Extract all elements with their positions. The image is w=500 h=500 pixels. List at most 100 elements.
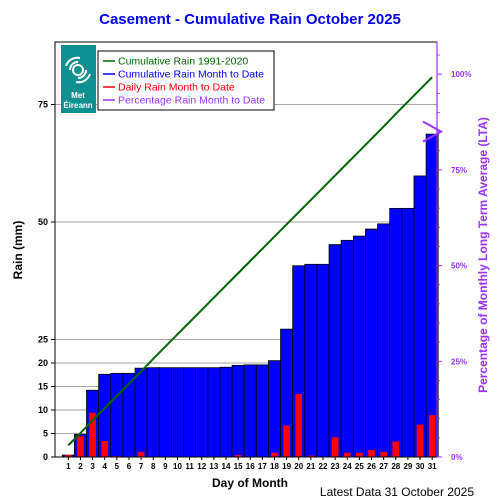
daily-bar: [283, 425, 290, 457]
y2-tick-label: 75%: [451, 166, 467, 175]
cumulative-bar: [183, 367, 197, 458]
x-tick-label: 5: [115, 462, 120, 471]
cumulative-bar: [401, 207, 415, 458]
cumulative-bar: [158, 367, 172, 458]
x-tick-label: 8: [151, 462, 156, 471]
x-tick-label: 22: [319, 462, 328, 471]
latest-data-footer: Latest Data 31 October 2025: [320, 485, 474, 499]
cumulative-bar: [268, 360, 281, 458]
x-axis-label: Day of Month: [212, 476, 288, 490]
percentage-marker-arrow: [422, 120, 444, 143]
logo-text-eireann: Éireann: [63, 101, 92, 110]
daily-bar: [307, 455, 315, 457]
x-axis-ticks: 1 2 3 4 5 6 7 8 9 10 11 12 13 14 15 16 17 18 19 20 21 22 23 24 2…: [66, 457, 437, 471]
x-tick-label: 31: [428, 462, 437, 471]
x-tick-label: 14: [222, 462, 231, 471]
legend-item-cumulative: Cumulative Rain Month to Date: [118, 69, 264, 81]
logo-text-met: Met: [71, 91, 85, 100]
x-tick-label: 25: [355, 462, 364, 471]
x-tick-label: 28: [391, 462, 400, 471]
cumulative-bar: [389, 207, 403, 458]
y-tick-label: 5: [43, 429, 48, 439]
x-tick-label: 9: [163, 462, 168, 471]
legend-item-daily: Daily Rain Month to Date: [118, 82, 235, 94]
cumulative-bar: [243, 364, 257, 458]
daily-bar: [65, 455, 72, 457]
legend-item-percentage: Percentage Rain Month to Date: [118, 95, 265, 107]
daily-bar: [234, 455, 242, 457]
x-tick-label: 21: [306, 462, 315, 471]
x-tick-label: 24: [343, 462, 352, 471]
x-tick-label: 13: [209, 462, 218, 471]
chart-title: Casement - Cumulative Rain October 2025: [99, 11, 401, 28]
cumulative-bar: [231, 364, 245, 458]
y2-axis-ticks: 0% 25% 50% 75% 100%: [436, 42, 471, 462]
cumulative-bar: [377, 223, 391, 458]
daily-bar: [428, 415, 436, 457]
x-tick-label: 10: [173, 462, 182, 471]
x-tick-label: 29: [403, 462, 412, 471]
x-tick-label: 19: [282, 462, 291, 471]
x-tick-label: 6: [127, 462, 132, 471]
y-tick-label: 20: [38, 358, 48, 368]
x-tick-label: 23: [331, 462, 340, 471]
y2-tick-label: 25%: [451, 357, 467, 366]
x-tick-label: 27: [379, 462, 388, 471]
percentage-marker: [422, 120, 444, 143]
y-tick-label: 15: [38, 382, 48, 392]
y-tick-label: 25: [38, 335, 48, 345]
cumulative-bar: [171, 367, 184, 458]
daily-bar: [89, 412, 96, 457]
x-tick-label: 3: [90, 462, 95, 471]
y-axis-label: Rain (mm): [11, 221, 25, 280]
cumulative-bar: [219, 366, 233, 458]
x-tick-label: 11: [185, 462, 194, 471]
cumulative-bar: [316, 263, 330, 458]
x-tick-label: 20: [294, 462, 303, 471]
daily-bars: [65, 394, 436, 457]
x-tick-label: 26: [367, 462, 376, 471]
cumulative-bar: [340, 239, 354, 458]
cumulative-bar: [413, 175, 427, 458]
cumulative-bar: [304, 263, 318, 458]
x-tick-label: 2: [78, 462, 83, 471]
x-tick-label: 16: [246, 462, 255, 471]
daily-bar: [101, 441, 109, 457]
swirl-icon: [65, 56, 91, 84]
daily-bar: [368, 449, 375, 457]
logo-background: [61, 45, 96, 113]
daily-bar: [331, 437, 339, 457]
y2-axis-label: Percentage of Monthly Long Term Average …: [476, 117, 490, 393]
lta-line-group: [67, 76, 433, 446]
y2-tick-label: 100%: [451, 70, 471, 79]
daily-bar: [137, 451, 145, 457]
cumulative-bar: [365, 228, 378, 458]
x-tick-label: 12: [197, 462, 206, 471]
x-tick-label: 4: [102, 462, 107, 471]
y2-tick-label: 50%: [451, 262, 467, 271]
y-tick-label: 10: [38, 405, 48, 415]
daily-bar: [343, 452, 351, 457]
y2-tick-label: 0%: [451, 453, 463, 462]
legend-box: [97, 50, 275, 111]
cumulative-bar: [425, 133, 439, 458]
y-tick-label: 0: [43, 452, 48, 462]
cumulative-bars: [61, 133, 439, 458]
daily-bar: [392, 441, 400, 457]
cumulative-bar: [255, 364, 269, 458]
met-eireann-logo: Met Éireann: [61, 45, 96, 113]
cumulative-bar: [352, 235, 366, 458]
cumulative-bar: [110, 372, 124, 458]
daily-bar: [271, 452, 278, 457]
daily-bar: [77, 436, 84, 457]
cumulative-bar: [207, 367, 221, 458]
daily-bar: [380, 451, 387, 457]
cumulative-bar: [146, 367, 160, 458]
y-tick-label: 50: [38, 217, 48, 227]
x-tick-label: 1: [66, 462, 71, 471]
x-tick-label: 30: [416, 462, 425, 471]
cumulative-bar: [134, 367, 148, 458]
cumulative-bar: [328, 244, 342, 458]
cumulative-bar: [122, 372, 136, 458]
